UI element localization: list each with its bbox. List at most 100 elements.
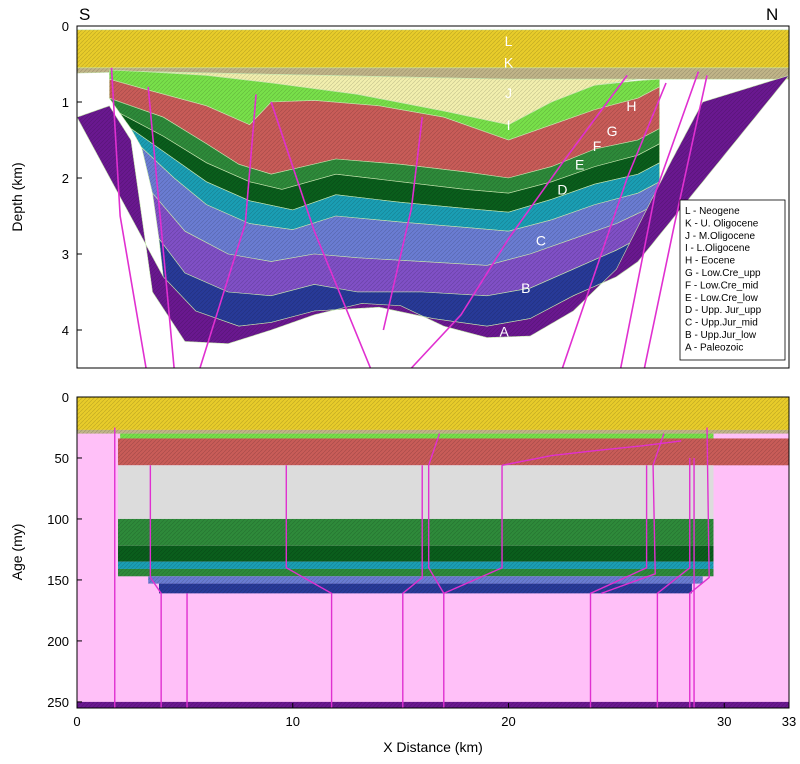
depth-y-tick-label: 3 <box>62 247 69 262</box>
age-layer-e <box>117 561 714 569</box>
unit-label-i: I <box>507 117 511 133</box>
layer-texture-b <box>158 238 638 327</box>
age-layer-b <box>158 583 692 594</box>
depth-y-tick-label: 0 <box>62 19 69 34</box>
age-y-tick-label: 0 <box>62 390 69 405</box>
age-faults <box>114 427 710 708</box>
depth-fault-4 <box>270 101 372 368</box>
age-y-tick-label: 250 <box>47 695 69 710</box>
unit-label-f: F <box>593 138 602 154</box>
layer-texture-e <box>130 128 660 232</box>
age-layer-texture-l <box>77 397 789 430</box>
age-layer-h <box>117 438 789 466</box>
x-tick-label: 10 <box>286 714 300 729</box>
depth-y-axis-label: Depth (km) <box>9 162 25 231</box>
unit-label-l: L <box>505 33 513 49</box>
age-fault-8 <box>589 465 648 708</box>
age-layer-a <box>77 701 789 708</box>
age-fault-12 <box>689 427 710 708</box>
depth-layers <box>77 29 789 344</box>
age-layer-c <box>148 576 703 584</box>
legend-entry-l: L - Neogene <box>685 206 740 217</box>
legend-frame <box>679 199 786 361</box>
age-layer-gap <box>117 465 714 519</box>
age-layer-texture-e <box>117 561 714 569</box>
legend-entry-b: B - Upp.Jur_low <box>685 330 757 341</box>
age-layer-texture-g <box>117 518 714 546</box>
age-y-tick-label: 100 <box>47 512 69 527</box>
x-axis-label: X Distance (km) <box>383 739 483 755</box>
age-layer-texture-d <box>117 568 714 577</box>
layer-texture-h <box>109 79 660 178</box>
unit-label-d: D <box>557 181 567 197</box>
age-layer-f <box>117 545 714 562</box>
age-fault-10 <box>656 457 691 708</box>
depth-fault-9 <box>643 75 708 368</box>
x-tick-label: 30 <box>717 714 731 729</box>
legend-entry-i: I - L.Oligocene <box>685 243 750 254</box>
depth-plot-frame <box>76 25 790 369</box>
age-layer-texture-a <box>77 701 789 708</box>
x-tick-label: 0 <box>73 714 80 729</box>
legend-entry-e: E - Low.Cre_low <box>685 293 759 304</box>
layer-texture-c <box>152 193 649 296</box>
age-plot-frame <box>76 396 790 709</box>
unit-label-a: A <box>500 324 510 340</box>
legend-entry-f: F - Low.Cre_mid <box>685 280 758 291</box>
depth-fault-8 <box>619 71 700 368</box>
age-y-axis-label: Age (my) <box>9 524 25 581</box>
age-fault-13 <box>501 440 682 466</box>
age-layer-fill-gap <box>117 465 714 519</box>
age-fault-7 <box>443 465 503 594</box>
layer-texture-d <box>141 147 660 266</box>
corner-label-south: S <box>79 5 90 24</box>
layer-texture-f <box>120 113 660 213</box>
legend-entry-g: G - Low.Cre_upp <box>685 268 761 279</box>
depth-y-tick-label: 4 <box>62 323 69 338</box>
unit-label-h: H <box>626 98 636 114</box>
age-layer-texture-b <box>158 583 692 594</box>
age-fault-2 <box>149 465 162 708</box>
layer-texture-i <box>109 70 660 140</box>
depth-fault-2 <box>147 86 175 368</box>
legend-entry-h: H - Eocene <box>685 256 735 267</box>
layer-texture-l <box>77 29 789 68</box>
layer-l <box>77 29 789 69</box>
layer-texture-k <box>77 67 789 80</box>
depth-fault-6 <box>410 74 628 368</box>
depth-fault-5 <box>382 117 424 331</box>
age-y-tick-label: 200 <box>47 634 69 649</box>
age-layer-d <box>117 568 714 577</box>
age-fault-6 <box>427 433 445 708</box>
age-section-panel: 0 50 100 150 200 250 0 10 20 30 33 Age (my) X Dis… <box>9 390 796 755</box>
layer-texture-a <box>77 75 789 344</box>
depth-fault-7 <box>561 82 667 368</box>
layer-a <box>77 75 789 344</box>
unit-label-k: K <box>504 54 514 70</box>
age-layer-texture-k <box>77 429 789 434</box>
age-y-tick-label: 150 <box>47 573 69 588</box>
age-y-tick-label: 50 <box>55 451 69 466</box>
age-layer-k <box>77 429 789 434</box>
age-y-ticks: 0 50 100 150 200 250 <box>47 390 82 710</box>
age-layer-texture-c <box>148 576 703 584</box>
age-layer-g <box>117 518 714 546</box>
unit-label-g: G <box>607 123 618 139</box>
age-layer-texture-h <box>117 438 789 466</box>
age-fault-9 <box>601 433 665 595</box>
legend-entry-d: D - Upp. Jur_upp <box>685 305 762 316</box>
legend-entry-j: J - M.Oligocene <box>685 231 755 242</box>
age-layer-texture-f <box>117 545 714 562</box>
depth-faults <box>110 67 708 368</box>
depth-fault-3 <box>199 94 257 368</box>
depth-y-tick-label: 1 <box>62 95 69 110</box>
corner-label-north: N <box>766 5 778 24</box>
legend-entry-k: K - U. Oligocene <box>685 218 759 229</box>
layer-texture-j <box>141 71 638 125</box>
legend-entry-a: A - Paleozoic <box>685 342 743 353</box>
